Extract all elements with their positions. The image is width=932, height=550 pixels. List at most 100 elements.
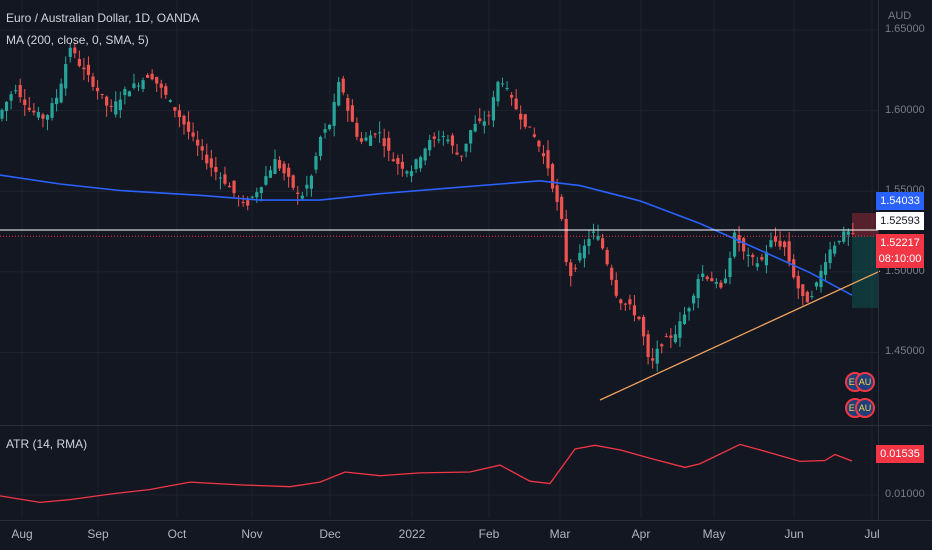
au-flag-icon[interactable]: AU	[855, 398, 875, 418]
atr-indicator-legend[interactable]: ATR (14, RMA)	[6, 437, 88, 451]
candle-body	[168, 100, 172, 102]
candle-body	[123, 89, 127, 96]
candle-body	[714, 281, 718, 284]
candle-body	[746, 254, 750, 256]
time-tick-label: May	[702, 527, 726, 541]
au-flag-icon[interactable]: AU	[855, 372, 875, 392]
time-tick-label: Apr	[631, 527, 651, 541]
candle-body	[555, 185, 559, 202]
candle-body	[209, 158, 213, 168]
candle-body	[132, 83, 136, 88]
candle-body	[200, 146, 204, 151]
ma200-line	[0, 174, 853, 296]
candle-body	[828, 249, 832, 263]
candle-body	[9, 94, 13, 101]
candle-body	[73, 47, 77, 54]
candle-body	[846, 231, 850, 235]
candle-body	[409, 171, 414, 177]
candle-body	[186, 121, 191, 132]
candle-body	[118, 99, 122, 111]
candle-body	[510, 94, 514, 98]
atr-value-tag: 0.01535	[876, 445, 924, 463]
candle-body	[646, 334, 650, 357]
symbol-title[interactable]: Euro / Australian Dollar, 1D, OANDA	[6, 11, 200, 25]
candle-body	[50, 103, 54, 118]
candle-body	[141, 80, 145, 89]
currency-label: AUD	[888, 10, 912, 22]
candle-body	[514, 98, 518, 110]
candle-body	[532, 134, 536, 137]
candle-body	[268, 170, 273, 178]
position-tool[interactable]	[852, 213, 878, 309]
candle-body	[605, 250, 609, 265]
candle-body	[637, 316, 641, 320]
candle-body	[473, 123, 477, 132]
candle-body	[482, 121, 486, 126]
candle-body	[196, 139, 200, 146]
candle-body	[755, 263, 759, 267]
candle-body	[223, 174, 227, 184]
candle-body	[18, 85, 22, 98]
candle-body	[255, 192, 259, 198]
candle-body	[632, 305, 637, 316]
candle-body	[45, 115, 50, 120]
position-target-zone	[852, 236, 878, 309]
candle-body	[227, 185, 232, 188]
candle-body	[851, 233, 855, 235]
time-tick-label: Feb	[478, 527, 500, 541]
candle-body	[155, 76, 159, 84]
candle-body	[737, 235, 741, 243]
candle-body	[287, 167, 291, 177]
candle-body	[710, 278, 714, 282]
candle-body	[27, 107, 31, 110]
candle-body	[805, 291, 809, 303]
candle-body	[464, 143, 468, 152]
last-price-tag: 1.52217	[876, 234, 924, 252]
atr-line	[0, 443, 853, 504]
candle-body	[337, 81, 341, 106]
time-tick-label: Mar	[549, 527, 571, 541]
candle-body	[814, 282, 819, 287]
candle-body	[428, 140, 432, 151]
candle-body	[719, 282, 723, 288]
candle-body	[177, 110, 182, 118]
candle-body	[23, 99, 27, 106]
candle-body	[783, 241, 787, 248]
candle-body	[4, 101, 9, 112]
candle-body	[346, 98, 350, 111]
candle-body	[833, 245, 837, 254]
candle-body	[64, 64, 68, 89]
candle-body	[596, 235, 600, 240]
candle-body	[623, 303, 627, 305]
candle-body	[41, 114, 45, 119]
candle-body	[300, 195, 304, 199]
candle-body	[591, 231, 596, 233]
candle-body	[164, 86, 168, 95]
candle-body	[441, 136, 445, 138]
candle-body	[241, 201, 245, 203]
time-tick-label: Jun	[784, 527, 804, 541]
level-line-tag: 1.52593	[876, 212, 924, 230]
candle-body	[773, 236, 778, 242]
candle-body	[264, 176, 268, 185]
candle-body	[373, 133, 377, 135]
candle-body	[387, 137, 391, 151]
candle-body	[487, 115, 491, 117]
candle-body	[669, 335, 673, 338]
candle-body	[701, 273, 705, 278]
candle-body	[305, 184, 309, 189]
ma-indicator-legend[interactable]: MA (200, close, 0, SMA, 5)	[6, 33, 149, 47]
candle-body	[136, 85, 141, 87]
candle-body	[82, 67, 86, 70]
candle-body	[764, 252, 768, 266]
candle-body	[232, 180, 236, 194]
candle-body	[732, 232, 737, 257]
candle-body	[614, 280, 618, 296]
candle-body	[91, 76, 95, 87]
candle-body	[500, 83, 505, 85]
candle-body	[14, 90, 18, 92]
candle-body	[810, 296, 814, 298]
grid-lines	[0, 0, 878, 518]
candle-body	[105, 96, 109, 106]
